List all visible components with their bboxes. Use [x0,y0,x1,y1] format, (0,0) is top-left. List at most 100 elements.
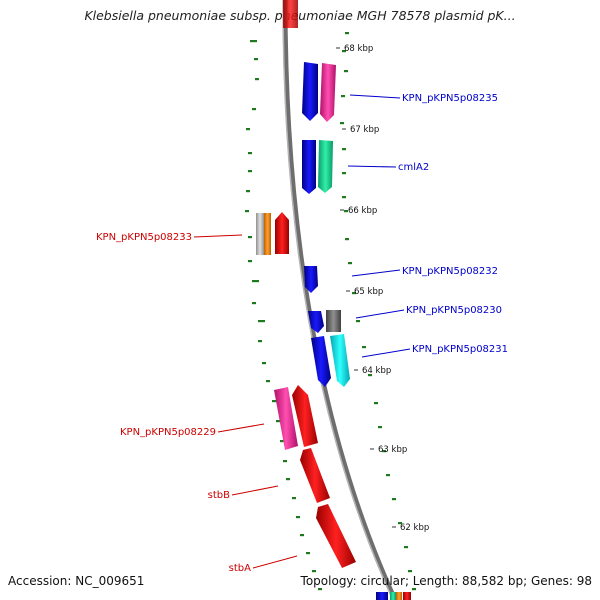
cds-kpn-p08235-a [302,62,318,121]
gc-skew-mark [306,552,310,555]
gc-skew-mark [345,238,349,241]
kbp-ticks: 68 kbp 67 kbp 66 kbp 65 kbp 64 kbp 63 kbp 62 k… [336,44,429,533]
gc-skew-inner-track [340,32,416,591]
gene-labels: KPN_pKPN5p08235 cmlA2 KPN_pKPN5p08233 KPN_p… [96,93,508,574]
gc-skew-mark [246,128,250,131]
gene-label-kpn-pkpn5p08231: KPN_pKPN5p08231 [412,344,508,355]
map-title: Klebsiella pneumoniae subsp. pneumoniae … [84,8,516,23]
gene-label-cmla2: cmlA2 [398,162,429,173]
gc-skew-mark [342,196,346,199]
kbp-tick-label: 68 kbp [344,44,373,54]
gc-skew-mark [300,534,304,537]
gene-label-leader [361,348,411,358]
cds-kpn-p08231-b [330,334,350,387]
gc-skew-mark [258,320,265,323]
gc-skew-mark [374,402,378,405]
gc-skew-mark [252,302,256,305]
gc-skew-mark [368,374,372,377]
gc-skew-mark [382,450,386,453]
gc-skew-mark [272,400,279,403]
cds-kpn-p08231-a [311,336,331,387]
gc-skew-mark [348,262,352,265]
gene-label-leader [252,555,298,569]
gene-label-leader [351,269,401,277]
reverse-strand-features [256,212,356,568]
kbp-tick-label: 65 kbp [354,287,383,297]
kbp-tick-label: 62 kbp [400,523,429,533]
cds-cmla2-a [302,140,316,194]
gc-skew-mark [255,78,259,81]
gene-label-kpn-pkpn5p08233: KPN_pKPN5p08233 [96,232,192,243]
gene-label-kpn-pkpn5p08232: KPN_pKPN5p08232 [402,266,498,277]
gene-label-kpn-pkpn5p08230: KPN_pKPN5p08230 [406,305,502,316]
gc-skew-mark [408,570,412,573]
gc-skew-mark [245,210,249,213]
bottom-partial-features [376,592,411,600]
gc-skew-mark [362,346,366,349]
gc-skew-mark [404,546,408,549]
topology-label: Topology: circular; Length: 88,582 bp; G… [300,574,592,588]
backbone-ring [282,0,398,600]
gene-label-leader [349,94,401,99]
gc-skew-mark [342,172,346,175]
gc-skew-mark [258,340,262,343]
gc-skew-mark [341,95,345,98]
gc-skew-mark [252,280,259,283]
accession-label: Accession: NC_009651 [8,574,145,588]
cds-kpn-p08233-b [264,213,271,255]
cds-stbb [300,448,330,503]
gc-skew-mark [248,152,252,155]
gc-skew-mark [342,50,346,53]
gc-skew-mark [318,588,322,591]
kbp-tick-label: 64 kbp [362,366,391,376]
cds-kpn-p08232 [304,266,318,293]
gc-skew-mark [378,426,382,429]
gc-skew-mark [248,170,252,173]
cds-cmla2-b [318,140,333,193]
gc-skew-mark [248,236,252,239]
cds-kpn-p08233-c [275,212,289,254]
gene-label-leader [217,423,265,433]
gc-skew-mark [392,498,396,501]
cds-top-partial [283,0,298,28]
gc-skew-mark [246,190,250,193]
forward-strand-features [302,62,350,387]
gc-skew-mark [266,380,270,383]
gene-label-leader [231,485,279,496]
gene-label-kpn-pkpn5p08235: KPN_pKPN5p08235 [402,93,498,104]
gc-skew-mark [340,122,344,125]
gc-skew-mark [344,210,348,213]
gc-skew-mark [344,70,348,73]
cds-kpn-p08230-a [308,311,324,333]
gc-skew-mark [276,420,280,423]
gene-label-stba: stbA [229,563,251,574]
gc-skew-mark [262,362,266,365]
gc-skew-mark [254,58,258,61]
gene-label-leader [193,234,243,238]
gc-skew-outer-track [245,40,322,591]
gc-skew-mark [286,478,290,481]
gc-skew-mark [342,148,346,151]
gene-label-stbb: stbB [208,490,230,501]
gc-skew-mark [412,588,416,591]
kbp-tick-label: 63 kbp [378,445,407,455]
gc-skew-mark [386,474,390,477]
kbp-tick-label: 66 kbp [348,206,377,216]
cds-kpn-p08229-b [292,385,318,447]
gc-skew-mark [283,460,287,463]
gc-skew-mark [248,260,252,263]
gc-skew-mark [398,522,402,525]
gene-label-kpn-pkpn5p08229: KPN_pKPN5p08229 [120,427,216,438]
gc-skew-mark [345,32,349,35]
kbp-tick-label: 67 kbp [350,125,379,135]
gc-skew-mark [292,497,296,500]
cds-kpn-p08229-a [274,387,298,450]
gc-skew-mark [356,320,360,323]
gc-skew-mark [250,40,257,43]
gene-label-leader [355,309,405,319]
gc-skew-mark [296,516,300,519]
cds-kpn-p08235-b [320,63,336,122]
gc-skew-mark [312,570,316,573]
gene-label-leader [347,165,397,168]
